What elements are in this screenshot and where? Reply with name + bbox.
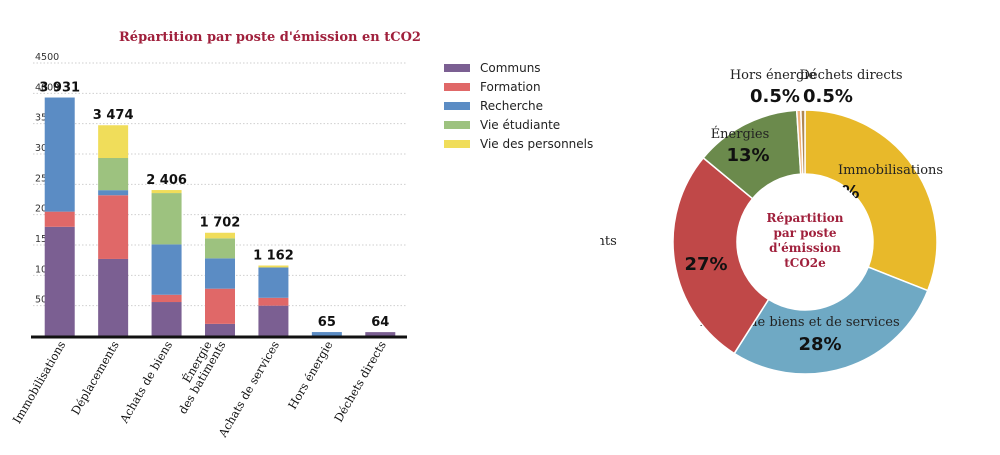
donut-center-label: par poste [774,226,837,240]
bar-segment-communs [44,226,75,336]
y-tick-label: 500 [35,295,53,306]
donut-center-label: Répartition [766,211,843,225]
bar-segment-recherche [98,190,129,196]
bar-total-label: 3 474 [93,108,134,123]
bar-total-label: 1 702 [200,216,241,231]
y-tick-label: 4000 [35,82,59,93]
bar-segment-recherche [311,332,342,336]
slice-percent-label: 13% [726,145,769,166]
bar-segment-formation [151,294,182,303]
legend-label: Vie étudiante [480,117,561,132]
y-tick-label: 4500 [35,52,59,63]
bar-segment-recherche [151,244,182,295]
bar-segment-vie-etudiante [205,238,235,259]
x-tick-label: Déplacements [68,338,122,417]
slice-percent-label: 27% [684,254,727,275]
bar-total-label: 2 406 [146,173,187,188]
legend-label: Vie des personnels [480,136,594,151]
x-tick-label: Hors énergie [285,338,335,411]
bar-segment-communs [151,302,182,336]
bar-chart-title: Répartition par poste d'émission en tCO2 [119,30,421,45]
bar-chart-legend: Communs Formation Recherche Vie étudiant… [444,58,593,153]
slice-name-label: Déplacements [600,234,617,249]
bar-segment-formation [98,195,129,259]
legend-item: Vie étudiante [444,115,593,134]
bar-segment-vie-des-personnels [258,265,289,268]
bar-segment-recherche [205,258,235,289]
legend-swatch-recherche [444,101,470,110]
bar-segment-communs [258,305,289,336]
bar-segment-formation [258,297,289,306]
bar-segment-vie-des-personnels [151,190,182,194]
bar-segment-recherche [44,97,75,212]
donut-slice-immobilisations [804,109,938,292]
bar-segment-communs [205,323,235,336]
slice-percent-label: 0.5% [803,86,853,107]
x-tick-label: Immobilisations [10,338,69,426]
donut-center-label: tCO2e [784,256,826,270]
donut-slice-achats-de-biens-et-de-services [733,266,929,375]
donut-slice-deplacements [672,156,770,355]
legend-item: Vie des personnels [444,134,593,153]
slice-percent-label: 28% [798,334,841,355]
bar-segment-vie-des-personnels [205,232,235,239]
stacked-bar-chart: 500100015002000250030003500400045003 931… [10,52,407,440]
x-tick-label: Déchets directs [331,338,389,424]
bar-segment-communs [365,332,396,336]
slice-percent-label: 0.5% [750,86,800,107]
x-tick-label: Achats de services [215,338,282,440]
donut-center-label: d'émission [769,241,841,255]
slice-name-label: Hors énergie [730,68,817,83]
bar-total-label: 65 [318,315,336,330]
legend-label: Formation [480,79,541,94]
slice-name-label: Déchets directs [799,68,902,83]
legend-swatch-vie-des-personnels [444,139,470,148]
bar-total-label: 3 931 [39,81,80,96]
bar-segment-vie-des-personnels [98,125,129,159]
donut-hole [738,175,872,309]
bar-segment-recherche [258,267,289,298]
bar-segment-formation [44,211,75,227]
legend-label: Communs [480,60,541,75]
legend-item: Communs [444,58,593,77]
donut-chart: Immobilisations31%Achats de biens et de … [600,68,943,375]
bar-segment-formation [205,288,235,324]
legend-swatch-vie-etudiante [444,120,470,129]
legend-item: Formation [444,77,593,96]
donut-slice-dechets-directs [800,109,806,175]
bar-total-label: 64 [371,315,389,330]
legend-swatch-communs [444,63,470,72]
legend-swatch-formation [444,82,470,91]
bar-segment-communs [98,258,129,336]
bar-segment-vie-etudiante [151,193,182,245]
slice-name-label: Énergies [711,126,770,142]
legend-item: Recherche [444,96,593,115]
slice-name-label: Immobilisations [838,163,943,178]
x-tick-label: Achats de biens [116,338,175,426]
bar-segment-vie-etudiante [98,158,129,191]
legend-label: Recherche [480,98,544,113]
bar-total-label: 1 162 [253,249,294,264]
